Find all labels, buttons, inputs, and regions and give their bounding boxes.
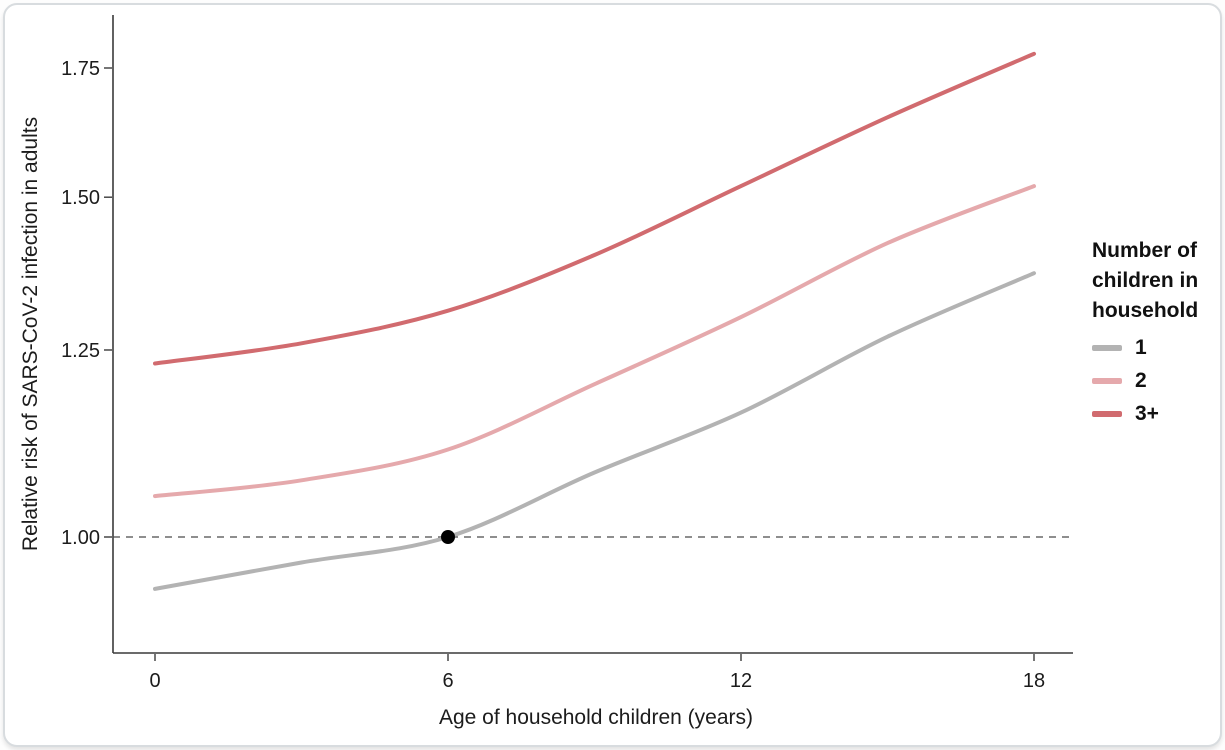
- axes: [112, 15, 1073, 654]
- x-tick-label: 12: [730, 670, 752, 692]
- legend-swatch-icon: [1092, 410, 1122, 417]
- y-tick-label: 1.00: [61, 527, 100, 549]
- legend-item-3+: 3+: [1092, 397, 1224, 430]
- y-tick-label: 1.50: [61, 187, 100, 209]
- legend-label: 3+: [1135, 401, 1159, 425]
- annotation-dot: [441, 530, 455, 544]
- series-line-3+: [153, 51, 1036, 366]
- legend-label: 2: [1135, 368, 1147, 392]
- legend-swatch-icon: [1092, 377, 1122, 384]
- x-tick-label: 6: [442, 670, 453, 692]
- legend-swatch-icon: [1092, 344, 1122, 351]
- y-axis-title: Relative risk of SARS-CoV-2 infection in…: [19, 117, 42, 551]
- x-tick-label: 0: [149, 670, 160, 692]
- series-line-2: [153, 184, 1036, 499]
- series-line-1: [153, 271, 1036, 591]
- legend-item-1: 1: [1092, 331, 1224, 364]
- tick-layer: 1.75 1.50 1.25 1.00 0 6 12 18: [61, 58, 1045, 692]
- y-tick-label: 1.25: [61, 340, 100, 362]
- legend-item-2: 2: [1092, 364, 1224, 397]
- y-tick-label: 1.75: [61, 58, 100, 80]
- annotation-layer: [441, 530, 455, 544]
- x-axis-title: Age of household children (years): [439, 706, 753, 729]
- x-tick-label: 18: [1023, 670, 1045, 692]
- legend-label: 1: [1135, 335, 1147, 359]
- legend-items: 1 2 3+: [1092, 331, 1224, 430]
- series-layer: [153, 51, 1036, 591]
- legend: Number of children in household 1 2 3+: [1092, 236, 1224, 430]
- legend-title: Number of children in household: [1092, 239, 1199, 322]
